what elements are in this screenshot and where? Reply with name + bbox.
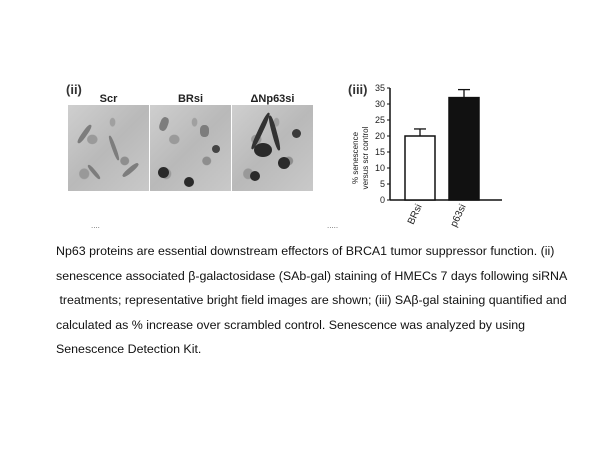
y-tick-label: 15 <box>375 147 385 157</box>
panel-ii-label: (ii) <box>66 82 82 97</box>
x-tick-label: BRsi <box>406 203 425 227</box>
y-tick-label: 10 <box>375 163 385 173</box>
panel-iii-label: (iii) <box>348 82 368 97</box>
y-axis-label-line1: % senescence <box>351 131 360 184</box>
y-tick-label: 35 <box>375 83 385 93</box>
y-tick-label: 30 <box>375 99 385 109</box>
caption-line-5: Senescence Detection Kit. <box>56 342 202 356</box>
senescence-bar-chart: (iii) % senescence versus scr control 0 5… <box>348 82 502 229</box>
caption-line-2: senescence associated β-galactosidase (S… <box>56 268 568 283</box>
micrograph-np63si <box>232 105 313 191</box>
y-tick-label: 25 <box>375 115 385 125</box>
caption-line-4: calculated as % increase over scrambled … <box>56 317 526 332</box>
panel-iii-dots: ..... <box>327 221 339 230</box>
micrograph-brsi <box>150 105 231 191</box>
y-axis-label-line2: versus scr control <box>361 126 370 189</box>
image-label-brsi: BRsi <box>177 93 204 105</box>
caption-line-3: treatments; representative bright field … <box>56 293 567 307</box>
x-tick-label: p63si <box>449 203 469 229</box>
image-label-scr: Scr <box>99 93 118 105</box>
y-tick-label: 5 <box>380 179 385 189</box>
y-tick-label: 20 <box>375 131 385 141</box>
panel-ii-dots: .... <box>91 221 100 230</box>
bar-brsi <box>404 135 436 201</box>
y-tick-label: 0 <box>380 195 385 205</box>
caption-line-1: Np63 proteins are essential downstream e… <box>56 244 555 258</box>
figure-caption: Np63 proteins are essential downstream e… <box>56 239 596 362</box>
micrograph-scr <box>68 105 149 191</box>
image-label-np63si: ΔNp63si <box>250 93 295 105</box>
bar-p63si <box>448 96 480 201</box>
